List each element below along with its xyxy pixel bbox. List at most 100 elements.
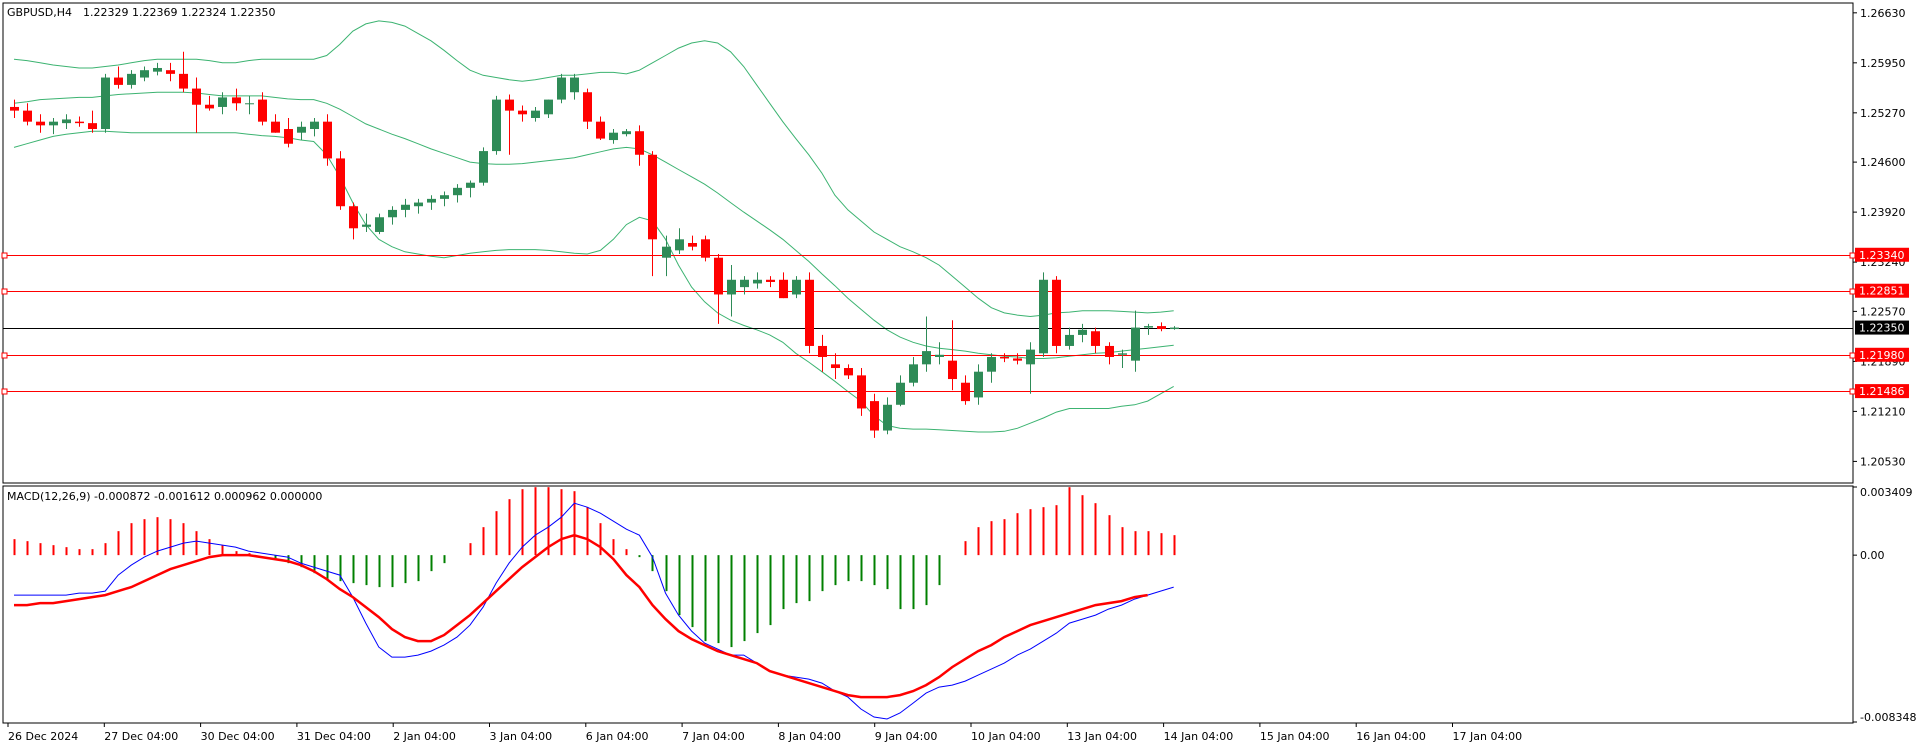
candle-body: [570, 77, 579, 93]
candle-body: [583, 92, 592, 122]
candle-body: [805, 279, 814, 346]
candle-body: [1013, 358, 1022, 361]
candle-body: [662, 246, 671, 258]
candle-body: [1091, 331, 1100, 346]
time-tick-label: 16 Jan 04:00: [1356, 730, 1426, 743]
time-tick-label: 3 Jan 04:00: [490, 730, 553, 743]
candle-body: [766, 279, 775, 282]
candle-body: [948, 360, 957, 380]
bollinger-upper-line: [13, 20, 1174, 318]
level-badge-label: 1.21980: [1859, 349, 1905, 362]
candle-body: [557, 77, 566, 100]
candle-body: [518, 110, 527, 115]
candle-body: [675, 239, 684, 251]
price-badges: 1.23340 1.22851 1.21980 1.21486 1.22350: [1855, 247, 1909, 399]
candle-body: [75, 121, 84, 124]
candle-body: [701, 239, 710, 258]
macd-plot: [13, 487, 1176, 720]
ohlc-readout: 1.22329 1.22369 1.22324 1.22350: [83, 6, 275, 19]
time-tick-label: 14 Jan 04:00: [1164, 730, 1234, 743]
candle-body: [531, 110, 540, 118]
candle-body: [218, 97, 227, 107]
candle-body: [297, 126, 306, 133]
candle-body: [727, 279, 736, 295]
candle-body: [753, 279, 762, 284]
time-tick-label: 27 Dec 04:00: [104, 730, 178, 743]
macd-line: [14, 502, 1174, 720]
level-handle: [1, 388, 8, 395]
price-pane-frame: [2, 2, 1854, 484]
candle-body: [870, 401, 879, 431]
price-tick-label: 1.24600: [1860, 156, 1906, 169]
candle-body: [688, 243, 697, 247]
candle-body: [388, 209, 397, 218]
price-tick-label: 1.23920: [1860, 206, 1906, 219]
current-price-badge-label: 1.22350: [1859, 322, 1905, 335]
candle-body: [1000, 356, 1009, 359]
time-tick-label: 7 Jan 04:00: [682, 730, 745, 743]
candle-body: [492, 99, 501, 152]
candle-body: [205, 104, 214, 109]
candle-body: [310, 121, 319, 130]
candle-body: [635, 131, 644, 155]
candle-body: [36, 121, 45, 126]
level-handle: [1, 288, 8, 295]
level-badge-label: 1.22851: [1859, 285, 1905, 298]
level-badge: [1855, 247, 1909, 262]
candle-body: [779, 279, 788, 299]
candle-body: [714, 257, 723, 295]
candle-body: [1039, 279, 1048, 354]
candle-body: [818, 345, 827, 357]
candle-body: [1065, 334, 1074, 346]
candle-body: [857, 375, 866, 409]
candle-body: [23, 110, 32, 122]
candle-body: [1078, 329, 1087, 335]
level-handle: [1, 352, 8, 359]
price-tick-label: 1.25950: [1860, 57, 1906, 70]
level-handle: [1849, 352, 1856, 359]
bollinger-lower-line: [13, 130, 1174, 433]
candle-body: [62, 119, 71, 124]
candle-body: [740, 279, 749, 288]
candle-body: [336, 158, 345, 207]
macd-header-label: MACD(12,26,9) -0.000872 -0.001612 0.0009…: [7, 490, 322, 503]
candle-body: [349, 206, 358, 229]
candle-body: [505, 99, 514, 111]
candle-body: [323, 121, 332, 159]
candlesticks: [10, 51, 1179, 438]
time-tick-label: 30 Dec 04:00: [201, 730, 275, 743]
candle-body: [284, 129, 293, 144]
level-badge: [1855, 347, 1909, 362]
candle-body: [414, 202, 423, 207]
candle-body: [440, 195, 449, 199]
symbol-timeframe-label: GBPUSD,H4: [7, 6, 72, 19]
signal-line: [14, 533, 1148, 699]
level-handle: [1849, 388, 1856, 395]
time-tick-label: 9 Jan 04:00: [875, 730, 938, 743]
candle-body: [245, 103, 254, 105]
candle-body: [114, 77, 123, 85]
level-handle: [1, 252, 8, 259]
candle-body: [622, 131, 631, 135]
time-tick-label: 6 Jan 04:00: [586, 730, 649, 743]
candle-body: [153, 67, 162, 72]
time-tick-label: 2 Jan 04:00: [393, 730, 456, 743]
price-tick-label: 1.22570: [1860, 305, 1906, 318]
bollinger-bands: [13, 20, 1174, 433]
time-tick-label: 10 Jan 04:00: [971, 730, 1041, 743]
candle-body: [987, 356, 996, 372]
candle-body: [961, 382, 970, 402]
candle-body: [10, 106, 19, 111]
candle-body: [792, 279, 801, 295]
price-tick-label: 1.20530: [1860, 455, 1906, 468]
candle-body: [1052, 279, 1061, 346]
candle-body: [88, 123, 97, 130]
price-tick-label: 1.26630: [1860, 7, 1906, 20]
candle-body: [453, 187, 462, 196]
time-axis: 26 Dec 2024 27 Dec 04:00 30 Dec 04:00 31 De…: [7, 723, 1522, 743]
candle-body: [922, 351, 931, 365]
price-tick-label: 1.21210: [1860, 405, 1906, 418]
candle-body: [935, 354, 944, 357]
